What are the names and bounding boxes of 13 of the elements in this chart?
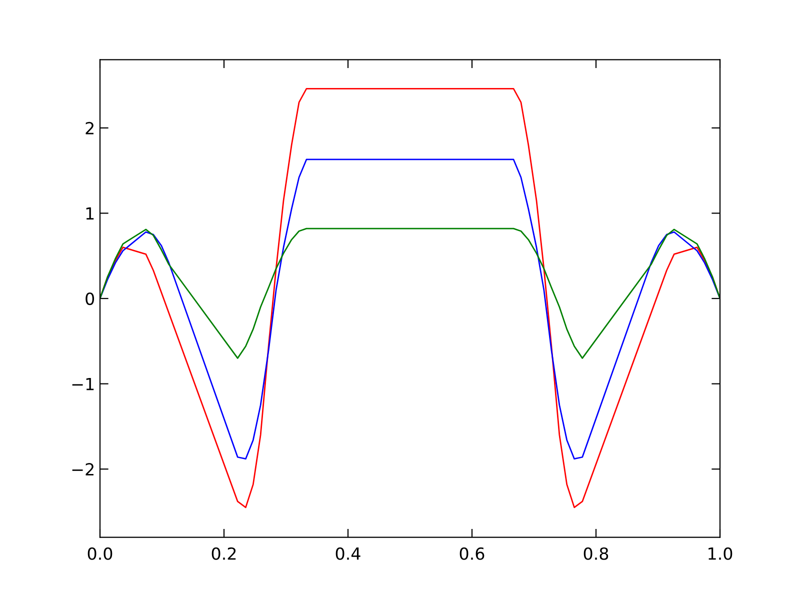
x-tick-label: 0.8 (584, 547, 608, 560)
x-tick-label: 0.2 (212, 547, 236, 560)
x-tick-label: 1.0 (708, 547, 732, 560)
line-series (100, 158, 720, 460)
line-series (100, 228, 720, 359)
y-tick-label: 0 (86, 292, 94, 306)
x-tick-label: 0.4 (336, 547, 360, 560)
x-tick-label: 0.6 (460, 547, 484, 560)
y-tick-label: −2 (72, 463, 94, 476)
x-tick-label: 0.0 (88, 547, 112, 560)
y-tick-label: 1 (86, 207, 94, 220)
y-tick-label: 2 (86, 122, 94, 134)
y-tick-label: −1 (72, 378, 94, 390)
